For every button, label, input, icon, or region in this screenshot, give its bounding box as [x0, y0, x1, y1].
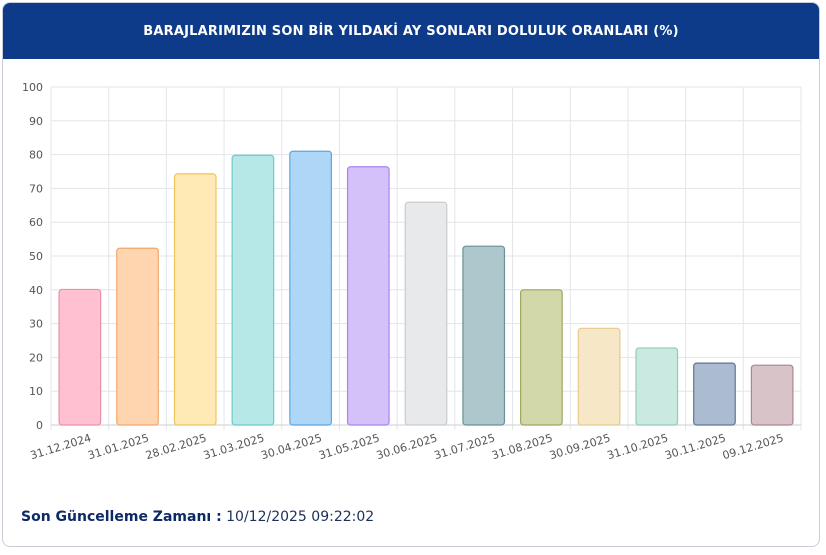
x-tick-label: 30.11.2025: [663, 431, 727, 462]
bar-chart: 0 10 20 30 40 50 60 70 80 90 100 31.12.202431.01.20…: [22, 81, 802, 462]
bar-31.07.2025: [462, 245, 506, 426]
y-tick-label: 60: [29, 216, 43, 229]
y-tick-label: 10: [29, 385, 43, 398]
last-updated-label: Son Güncelleme Zamanı :: [21, 509, 222, 525]
bar-30.11.2025: [693, 362, 736, 426]
y-tick-label: 40: [29, 284, 43, 297]
bar-30.04.2025: [289, 150, 332, 426]
bar-31.03.2025: [231, 154, 275, 426]
x-tick-label: 31.07.2025: [433, 431, 497, 462]
y-tick-label: 30: [29, 318, 43, 331]
x-tick-label: 31.10.2025: [606, 431, 670, 462]
y-tick-label: 90: [29, 115, 43, 128]
y-tick-label: 80: [29, 149, 43, 162]
x-tick-label: 31.03.2025: [202, 431, 266, 462]
bar-31.10.2025: [635, 347, 679, 426]
last-updated: Son Güncelleme Zamanı : 10/12/2025 09:22…: [21, 509, 374, 525]
y-tick-label: 50: [29, 250, 43, 263]
bar-31.12.2024: [58, 288, 102, 426]
y-tick-label: 100: [22, 81, 43, 94]
x-tick-label: 31.08.2025: [490, 431, 554, 462]
chart-title: BARAJLARIMIZIN SON BİR YILDAKİ AY SONLAR…: [143, 23, 679, 39]
x-tick-label: 31.12.2024: [29, 431, 93, 462]
chart-card: BARAJLARIMIZIN SON BİR YILDAKİ AY SONLAR…: [2, 2, 820, 547]
x-tick-label: 28.02.2025: [144, 431, 208, 462]
x-tick-label: 30.06.2025: [375, 431, 439, 462]
bar-30.09.2025: [577, 327, 621, 426]
bar-31.05.2025: [346, 166, 390, 426]
y-tick-label: 0: [36, 419, 43, 432]
x-tick-label: 09.12.2025: [721, 431, 785, 462]
bar-31.01.2025: [116, 247, 159, 426]
bar-30.06.2025: [404, 201, 448, 426]
y-tick-label: 20: [29, 351, 43, 364]
bar-31.08.2025: [520, 289, 563, 426]
x-tick-label: 30.09.2025: [548, 431, 612, 462]
last-updated-value: 10/12/2025 09:22:02: [226, 509, 375, 525]
chart-header: BARAJLARIMIZIN SON BİR YILDAKİ AY SONLAR…: [3, 3, 819, 59]
x-tick-label: 30.04.2025: [259, 431, 323, 462]
bar-09.12.2025: [750, 364, 794, 426]
bar-28.02.2025: [173, 173, 217, 426]
x-tick-label: 31.05.2025: [317, 431, 381, 462]
x-tick-label: 31.01.2025: [86, 431, 150, 462]
y-tick-label: 70: [29, 182, 43, 195]
